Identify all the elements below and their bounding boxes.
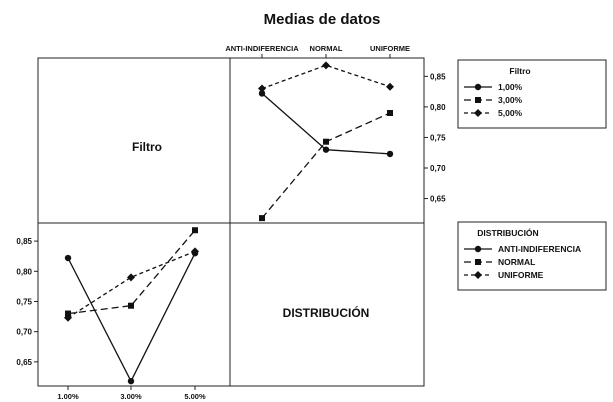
x-tick-label-bottom-left-2: 5.00%	[184, 392, 206, 401]
legend-label-bottom-left-0: ANTI-INDIFERENCIA	[498, 244, 581, 254]
data-point-top-right-0-1	[322, 146, 330, 153]
data-point-top-right-2-2	[386, 82, 394, 91]
series-line-bottom-left-2	[67, 250, 196, 319]
legend-top-right: Filtro 1,00% 3,00% 5,00%	[457, 59, 607, 129]
legend-marker-top-right-2	[474, 109, 482, 117]
series-line-top-right-1	[261, 112, 391, 219]
data-point-top-right-1-2	[387, 110, 393, 116]
y-tick-label-top-right-2: 0,75	[430, 133, 446, 142]
data-point-bottom-left-1-2	[192, 227, 198, 234]
legend-marker-top-right-1	[475, 97, 481, 103]
data-point-top-right-0-0	[258, 90, 266, 97]
data-point-bottom-left-1-0	[65, 310, 71, 317]
x-tick-label-bottom-left-0: 1.00%	[57, 392, 79, 401]
data-point-top-right-2-1	[322, 61, 330, 70]
legend-label-bottom-left-1: NORMAL	[498, 257, 535, 267]
y-tick-label-bottom-left-4: 0,85	[16, 237, 32, 246]
data-point-bottom-left-1-1	[128, 302, 134, 309]
diagonal-label-distribucion: DISTRIBUCIÓN	[283, 305, 370, 320]
x-tick-label-top-right-0: ANTI-INDIFERENCIA	[225, 44, 299, 53]
legend-label-top-right-0: 1,00%	[498, 82, 523, 92]
y-tick-label-top-right-4: 0,85	[430, 72, 446, 81]
legend-title-top-right: Filtro	[509, 66, 530, 76]
panel-top-right: 0,65 0,70 0,75 0,80 0,85 ANTI-INDIFERENCIA NOR…	[225, 44, 446, 222]
data-point-bottom-left-0-0	[64, 254, 72, 262]
y-tick-label-bottom-left-1: 0,70	[16, 328, 32, 337]
legend-box-top-right	[457, 59, 607, 129]
data-point-top-right-2-0	[258, 84, 266, 93]
series-line-bottom-left-0	[67, 252, 196, 383]
series-line-bottom-left-1	[67, 229, 196, 315]
data-point-top-right-1-0	[259, 215, 265, 222]
data-point-bottom-left-2-0	[64, 313, 72, 322]
data-point-top-right-0-2	[386, 150, 394, 158]
series-top-right-2	[258, 61, 394, 93]
x-tick-label-top-right-1: NORMAL	[310, 44, 343, 53]
x-tick-label-bottom-left-1: 3.00%	[120, 392, 142, 401]
legend-bottom-left: DISTRIBUCIÓN ANTI-INDIFERENCIA NORMAL UNIFO…	[457, 221, 607, 291]
series-top-right-0	[258, 90, 394, 158]
y-tick-label-bottom-left-2: 0,75	[16, 297, 32, 306]
legend-label-top-right-1: 3,00%	[498, 95, 523, 105]
data-point-bottom-left-2-2	[191, 247, 199, 256]
legend-label-bottom-left-2: UNIFORME	[498, 270, 544, 280]
y-tick-label-bottom-left-0: 0,65	[16, 358, 32, 367]
data-point-bottom-left-0-1	[127, 377, 135, 385]
series-line-top-right-0	[261, 92, 391, 155]
legend-marker-bottom-left-2	[474, 271, 482, 279]
data-point-bottom-left-2-1	[127, 273, 135, 282]
legend-marker-bottom-left-0	[474, 245, 482, 253]
series-bottom-left-1	[65, 227, 198, 317]
legend-label-top-right-2: 5,00%	[498, 108, 523, 118]
matrix-frame	[37, 57, 425, 387]
y-tick-label-bottom-left-3: 0,80	[16, 267, 32, 276]
panel-bottom-left: 0,65 0,70 0,75 0,80 0,85 1.00% 3.00% 5.00%	[16, 227, 206, 401]
chart-title: Medias de datos	[264, 11, 381, 28]
legend-title-bottom-left: DISTRIBUCIÓN	[477, 227, 538, 238]
series-bottom-left-2	[64, 247, 199, 322]
series-line-top-right-2	[261, 64, 391, 90]
series-top-right-1	[259, 110, 393, 222]
legend-marker-top-right-0	[474, 83, 482, 91]
diagonal-label-filtro: Filtro	[132, 140, 162, 154]
y-tick-label-top-right-3: 0,80	[430, 103, 446, 112]
legend-marker-bottom-left-1	[475, 259, 481, 265]
legend-box-bottom-left	[457, 221, 607, 291]
x-tick-label-top-right-2: UNIFORME	[370, 44, 410, 53]
data-point-top-right-1-1	[323, 138, 329, 145]
y-tick-label-top-right-0: 0,65	[430, 195, 446, 204]
y-tick-label-top-right-1: 0,70	[430, 164, 446, 173]
series-bottom-left-0	[64, 249, 199, 385]
